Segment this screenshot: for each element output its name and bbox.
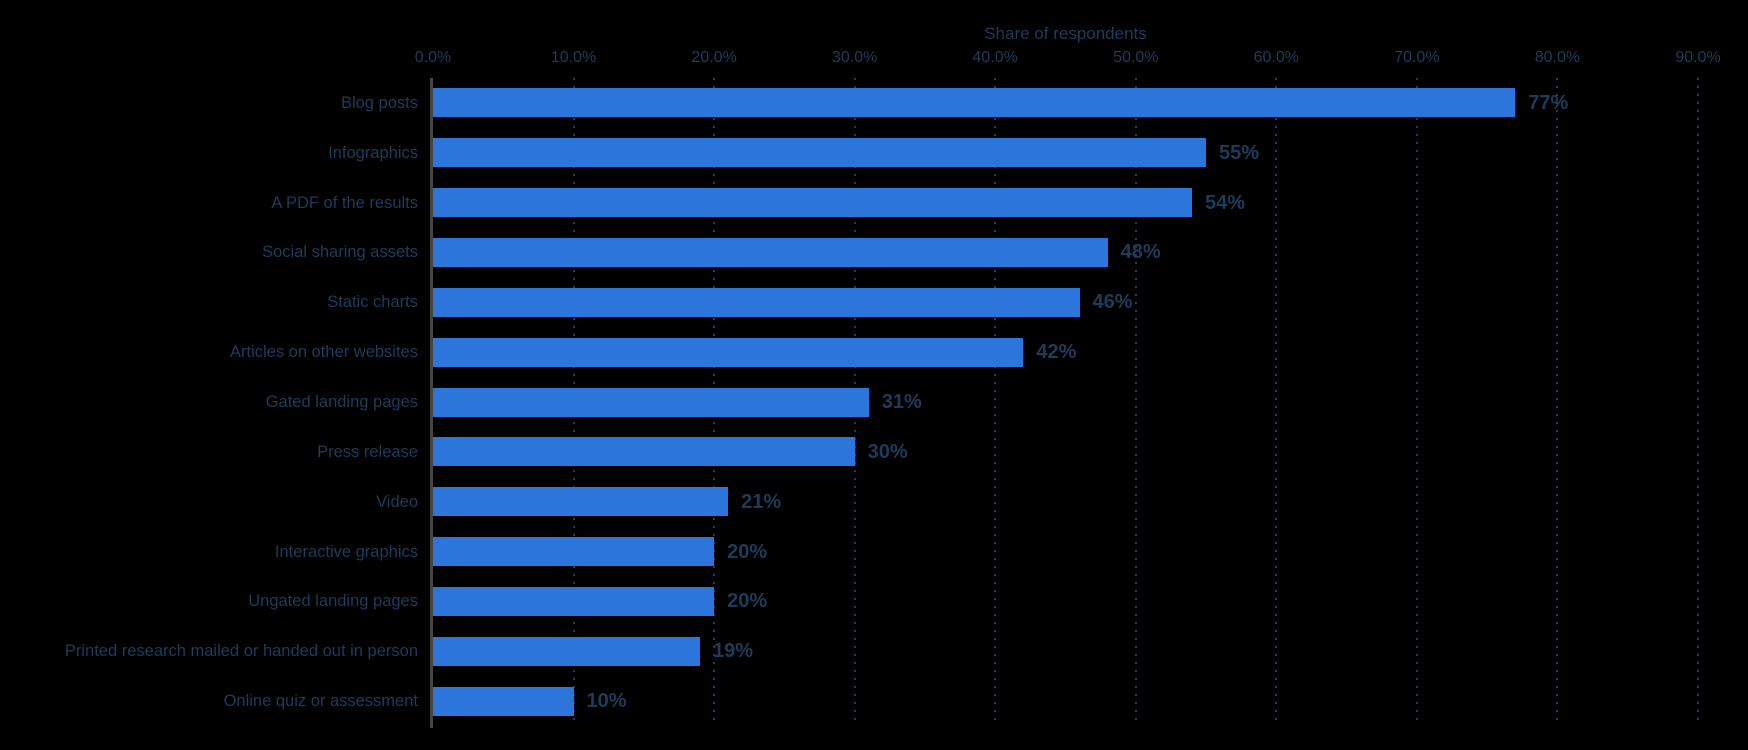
x-axis-tick: 20.0% xyxy=(691,49,737,66)
bar xyxy=(433,387,869,417)
gridline xyxy=(1556,78,1559,726)
gridline xyxy=(1415,78,1418,726)
x-axis-tick: 0.0% xyxy=(414,49,452,66)
value-label: 55% xyxy=(1219,141,1260,164)
value-label: 30% xyxy=(867,440,908,463)
bar xyxy=(433,437,855,467)
gridline xyxy=(1697,78,1699,726)
category-label: Interactive graphics xyxy=(274,542,418,561)
value-label: 54% xyxy=(1205,191,1246,214)
x-axis-title: Share of respondents xyxy=(984,24,1147,43)
value-label: 21% xyxy=(741,490,782,513)
x-axis-tick: 10.0% xyxy=(550,49,597,66)
category-label: Static charts xyxy=(327,293,418,312)
bar xyxy=(433,188,1192,218)
value-label: 77% xyxy=(1528,91,1569,114)
x-axis-tick: 60.0% xyxy=(1253,49,1300,66)
value-label: 46% xyxy=(1092,291,1133,314)
category-label: A PDF of the results xyxy=(271,193,418,212)
value-label: 19% xyxy=(713,640,754,663)
bar xyxy=(433,586,715,616)
bar xyxy=(433,537,715,567)
category-label: Gated landing pages xyxy=(265,393,418,411)
bar xyxy=(433,237,1108,267)
value-label: 48% xyxy=(1120,241,1161,264)
value-label: 31% xyxy=(881,391,922,413)
x-axis-tick: 40.0% xyxy=(972,49,1018,66)
x-axis-tick: 80.0% xyxy=(1534,49,1581,66)
bar xyxy=(433,686,574,716)
bar xyxy=(433,138,1207,168)
y-axis-line xyxy=(430,78,433,728)
category-label: Online quiz or assessment xyxy=(223,692,418,711)
category-label: Video xyxy=(376,492,418,511)
bar xyxy=(433,88,1516,118)
value-label: 42% xyxy=(1036,341,1077,364)
bar xyxy=(433,337,1024,367)
x-axis-tick: 30.0% xyxy=(831,49,878,66)
bar xyxy=(433,487,729,517)
bar xyxy=(433,636,701,666)
x-axis-tick: 90.0% xyxy=(1675,49,1721,66)
category-label: Printed research mailed or handed out in… xyxy=(64,642,418,661)
bar xyxy=(433,287,1080,317)
value-label: 10% xyxy=(586,690,627,713)
category-label: Ungated landing pages xyxy=(248,592,418,611)
category-label: Social sharing assets xyxy=(262,243,418,262)
value-label: 20% xyxy=(727,540,768,563)
category-label: Articles on other websites xyxy=(229,343,418,362)
category-label: Blog posts xyxy=(340,93,418,112)
gridline xyxy=(994,78,997,726)
category-label: Press release xyxy=(317,442,418,461)
x-axis-tick: 50.0% xyxy=(1113,49,1159,66)
gridline xyxy=(1275,78,1278,726)
x-axis-tick: 70.0% xyxy=(1394,49,1440,66)
value-label: 20% xyxy=(727,590,768,613)
gridline xyxy=(1134,78,1137,726)
category-label: Infographics xyxy=(328,143,418,162)
